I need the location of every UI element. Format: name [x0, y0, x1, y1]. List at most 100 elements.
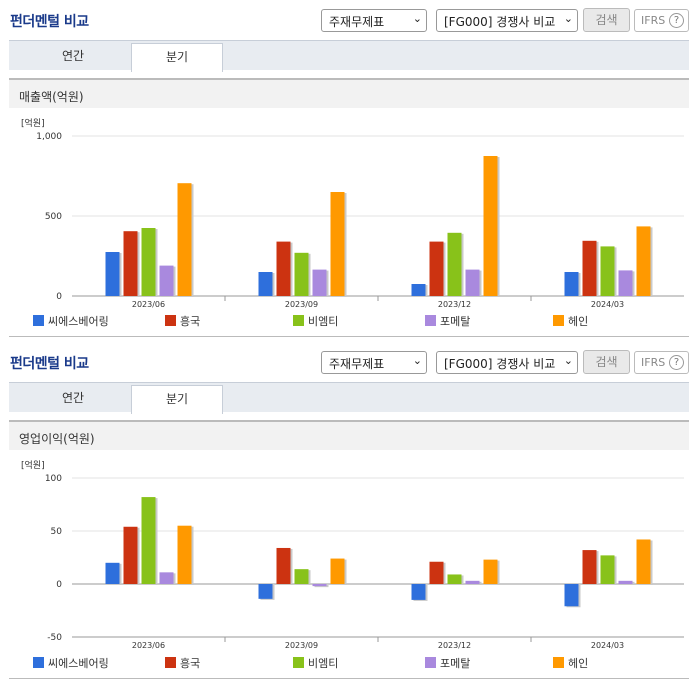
compare-select-value: [FG000] 경쟁사 비교: [444, 15, 556, 29]
operating-profit-legend: 씨에스베어링 흥국 비엠티 포메탈 헤인: [33, 655, 673, 671]
bar: [447, 574, 462, 584]
bar: [600, 246, 615, 296]
search-button[interactable]: 검색: [583, 8, 630, 32]
chevron-down-icon: ⌄: [412, 12, 422, 25]
legend-label: 흥국: [180, 315, 201, 328]
bar: [564, 584, 579, 607]
bar: [411, 284, 426, 296]
statement-select-value: 주재무제표: [329, 15, 385, 29]
tab-annual[interactable]: 연간: [61, 391, 85, 405]
legend-label: 흥국: [180, 657, 201, 670]
fundamental-section-2: 펀더멘털 비교 주재무제표 ⌄ [FG000] 경쟁사 비교 ⌄ 검색 IFRS…: [0, 342, 696, 450]
bar: [429, 561, 444, 584]
legend-label: 헤인: [568, 657, 589, 670]
bar: [636, 226, 651, 296]
legend-swatch: [165, 315, 176, 326]
legend-swatch: [293, 315, 304, 326]
legend-swatch: [293, 657, 304, 668]
tab-annual[interactable]: 연간: [61, 49, 85, 63]
legend-label: 비엠티: [308, 315, 339, 328]
legend-swatch: [165, 657, 176, 668]
bar: [294, 569, 309, 584]
revenue-legend: 씨에스베어링 흥국 비엠티 포메탈 헤인: [33, 313, 673, 329]
y-unit-label: [억원]: [21, 459, 45, 471]
bar: [294, 252, 309, 296]
y-tick-label: 500: [45, 212, 62, 222]
bar: [141, 497, 156, 584]
fundamental-section-1: 펀더멘털 비교 주재무제표 ⌄ [FG000] 경쟁사 비교 ⌄ 검색 IFRS…: [0, 0, 696, 108]
bar: [123, 231, 138, 296]
legend-label: 포메탈: [440, 657, 471, 670]
bar: [276, 241, 291, 296]
bar: [330, 558, 345, 584]
bar: [465, 580, 480, 584]
bar: [312, 584, 327, 587]
x-tick-label: 2023/09: [285, 300, 318, 309]
help-icon[interactable]: ?: [669, 13, 684, 28]
bar: [618, 270, 633, 296]
section-title: 펀더멘털 비교: [10, 14, 89, 30]
y-tick-label: 0: [56, 292, 62, 302]
y-unit-label: [억원]: [21, 117, 45, 129]
bar: [483, 559, 498, 584]
legend-swatch: [425, 657, 436, 668]
tab-quarter[interactable]: 분기: [131, 385, 223, 414]
bar: [618, 580, 633, 584]
compare-select[interactable]: [FG000] 경쟁사 비교 ⌄: [436, 9, 578, 32]
statement-select-value: 주재무제표: [329, 357, 385, 371]
legend-swatch: [425, 315, 436, 326]
ifrs-button[interactable]: IFRS ?: [634, 9, 689, 32]
bar: [330, 192, 345, 296]
bar: [582, 240, 597, 296]
bar: [258, 584, 273, 599]
bar: [141, 228, 156, 296]
section-title: 펀더멘털 비교: [10, 356, 89, 372]
chart-title: 매출액(억원): [9, 78, 689, 108]
legend-label: 씨에스베어링: [48, 315, 109, 328]
bar: [411, 584, 426, 600]
bar: [105, 252, 120, 296]
compare-select[interactable]: [FG000] 경쟁사 비교 ⌄: [436, 351, 578, 374]
bar: [312, 269, 327, 296]
x-tick-label: 2023/12: [438, 641, 471, 650]
bar: [636, 539, 651, 584]
chart-title: 영업이익(억원): [9, 420, 689, 450]
bar: [564, 272, 579, 296]
statement-select[interactable]: 주재무제표 ⌄: [321, 9, 427, 32]
bar: [105, 562, 120, 584]
statement-select[interactable]: 주재무제표 ⌄: [321, 351, 427, 374]
legend-label: 포메탈: [440, 315, 471, 328]
y-tick-label: 50: [51, 527, 63, 537]
search-button[interactable]: 검색: [583, 350, 630, 374]
x-tick-label: 2024/03: [591, 641, 624, 650]
bar: [276, 547, 291, 584]
bar: [177, 525, 192, 584]
bar: [447, 232, 462, 296]
chevron-down-icon: ⌄: [563, 354, 573, 367]
operating-profit-chart: [억원] -50 0 50 100 2023/06 2023/09 2023/12 2024/0…: [21, 459, 684, 650]
help-icon[interactable]: ?: [669, 355, 684, 370]
y-tick-label: -50: [47, 633, 62, 643]
ifrs-label: IFRS: [641, 356, 666, 369]
x-tick-label: 2023/06: [132, 641, 165, 650]
period-tabs: 연간 분기: [9, 382, 689, 414]
chevron-down-icon: ⌄: [412, 354, 422, 367]
legend-swatch: [33, 315, 44, 326]
y-tick-label: 0: [56, 580, 62, 590]
bar: [582, 550, 597, 584]
x-tick-label: 2023/12: [438, 300, 471, 309]
chevron-down-icon: ⌄: [563, 12, 573, 25]
ifrs-button[interactable]: IFRS ?: [634, 351, 689, 374]
x-tick-label: 2023/06: [132, 300, 165, 309]
x-tick-label: 2024/03: [591, 300, 624, 309]
tab-quarter[interactable]: 분기: [131, 43, 223, 72]
bar: [483, 156, 498, 296]
section-divider: [9, 336, 689, 337]
bar: [123, 526, 138, 584]
ifrs-label: IFRS: [641, 14, 666, 27]
bar: [159, 572, 174, 584]
legend-label: 헤인: [568, 315, 589, 328]
bar: [177, 183, 192, 296]
y-tick-label: 100: [45, 474, 62, 484]
legend-swatch: [553, 315, 564, 326]
